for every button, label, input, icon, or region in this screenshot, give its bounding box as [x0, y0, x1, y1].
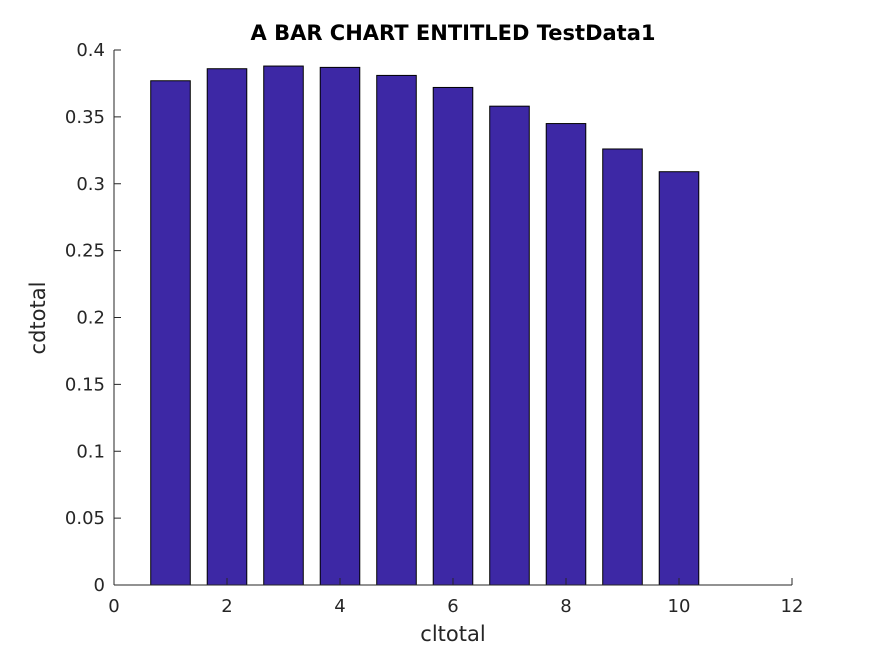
- bar-9: [602, 148, 643, 586]
- y-tick-label: 0.35: [65, 107, 105, 128]
- axes-group: 0 2 4 6 8 10 12 0 0.05 0.1 0.15 0.2 0.25 0.3 0.35 0.4: [65, 40, 804, 617]
- bar-7: [489, 105, 530, 586]
- bar-5: [376, 74, 417, 586]
- y-tick-label: 0.4: [76, 40, 105, 61]
- x-tick-label: 2: [221, 596, 232, 617]
- y-tick-label: 0.2: [76, 308, 105, 329]
- bar-4: [319, 66, 361, 586]
- y-axis-title: cdtotal: [26, 282, 50, 355]
- x-tick-label: 0: [108, 596, 119, 617]
- x-tick-label: 12: [781, 596, 804, 617]
- bar-10: [658, 171, 700, 586]
- y-tick-label: 0.3: [76, 174, 105, 195]
- y-tick-label: 0.15: [65, 374, 105, 395]
- y-tick-label: 0: [94, 575, 105, 596]
- bar-3: [263, 65, 304, 586]
- bar-1: [150, 80, 191, 586]
- bar-8: [545, 123, 587, 586]
- y-tick-label: 0.05: [65, 508, 105, 529]
- x-tick-label: 4: [334, 596, 345, 617]
- chart-title: A BAR CHART ENTITLED TestData1: [251, 21, 656, 45]
- bar-2: [206, 68, 248, 586]
- bar-6: [432, 86, 474, 586]
- x-axis-title: cltotal: [420, 622, 485, 646]
- y-tick-label: 0.25: [65, 241, 105, 262]
- x-tick-label: 10: [668, 596, 691, 617]
- x-tick-label: 8: [560, 596, 571, 617]
- bars-group: [150, 65, 700, 586]
- y-tick-label: 0.1: [76, 441, 105, 462]
- x-tick-label: 6: [447, 596, 458, 617]
